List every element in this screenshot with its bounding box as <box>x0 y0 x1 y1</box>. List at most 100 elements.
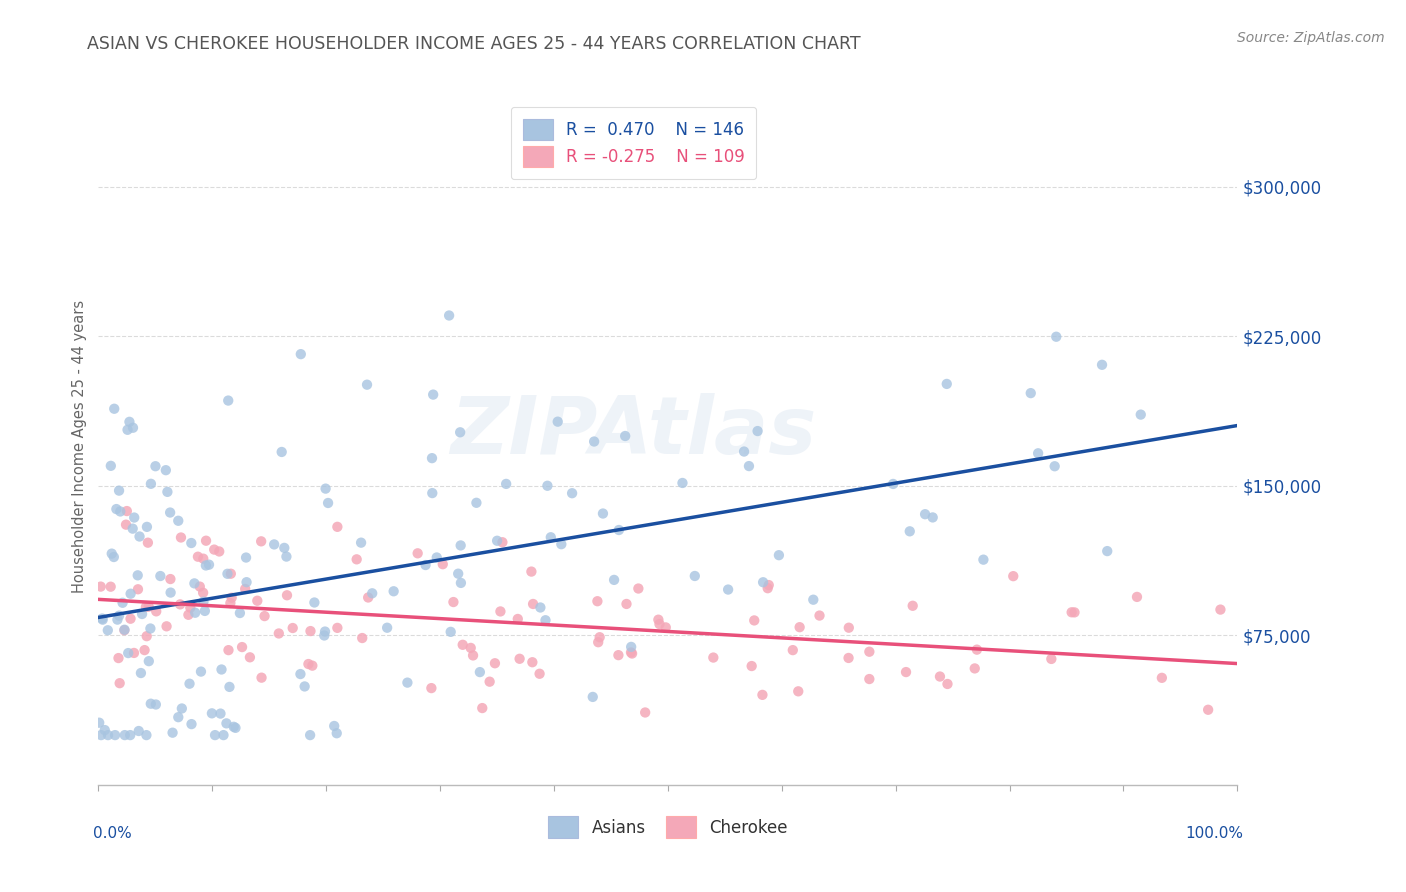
Point <box>491 535 513 549</box>
Point <box>789 620 811 634</box>
Point <box>221 591 243 605</box>
Point <box>104 728 127 742</box>
Point <box>122 646 145 660</box>
Point <box>929 669 952 683</box>
Point <box>316 496 339 510</box>
Point <box>520 565 543 579</box>
Point <box>201 706 224 721</box>
Point <box>304 595 326 609</box>
Point <box>627 582 650 596</box>
Point <box>346 552 368 566</box>
Point <box>702 650 724 665</box>
Point <box>222 720 245 734</box>
Point <box>191 586 214 600</box>
Point <box>586 635 609 649</box>
Point <box>1063 606 1085 620</box>
Point <box>1197 703 1219 717</box>
Point <box>733 444 755 458</box>
Point <box>1060 605 1083 619</box>
Point <box>607 648 630 662</box>
Point <box>97 624 120 638</box>
Y-axis label: Householder Income Ages 25 - 44 years: Householder Income Ages 25 - 44 years <box>72 300 87 592</box>
Point <box>620 645 643 659</box>
Point <box>506 612 529 626</box>
Point <box>128 529 150 543</box>
Point <box>787 684 810 698</box>
Point <box>495 476 517 491</box>
Point <box>187 549 209 564</box>
Point <box>450 575 472 590</box>
Point <box>139 476 162 491</box>
Point <box>91 613 114 627</box>
Point <box>112 624 135 638</box>
Point <box>145 698 167 712</box>
Point <box>193 595 215 609</box>
Point <box>522 655 544 669</box>
Point <box>170 701 193 715</box>
Point <box>350 535 373 549</box>
Point <box>129 666 152 681</box>
Point <box>808 608 831 623</box>
Point <box>450 538 472 552</box>
Point <box>1040 652 1063 666</box>
Point <box>751 688 773 702</box>
Point <box>103 401 125 416</box>
Point <box>582 690 605 704</box>
Point <box>159 585 181 599</box>
Point <box>229 606 252 620</box>
Point <box>195 533 218 548</box>
Point <box>441 595 464 609</box>
Point <box>211 663 233 677</box>
Point <box>534 613 557 627</box>
Point <box>742 614 765 628</box>
Point <box>420 486 443 500</box>
Point <box>838 651 860 665</box>
Point <box>138 599 160 614</box>
Point <box>616 597 638 611</box>
Point <box>901 599 924 613</box>
Point <box>218 643 240 657</box>
Point <box>415 558 437 572</box>
Point <box>235 575 257 590</box>
Point <box>217 393 239 408</box>
Point <box>1129 408 1152 422</box>
Point <box>219 566 242 581</box>
Point <box>299 728 322 742</box>
Point <box>509 652 531 666</box>
Point <box>183 576 205 591</box>
Point <box>202 542 225 557</box>
Point <box>120 612 142 626</box>
Point <box>149 569 172 583</box>
Point <box>193 551 215 566</box>
Point <box>1019 386 1042 401</box>
Point <box>801 592 824 607</box>
Point <box>352 631 374 645</box>
Point <box>117 423 139 437</box>
Point <box>239 650 262 665</box>
Point <box>607 523 630 537</box>
Point <box>486 533 509 548</box>
Point <box>361 586 384 600</box>
Point <box>647 613 669 627</box>
Point <box>170 531 193 545</box>
Point <box>267 626 290 640</box>
Point <box>1097 544 1119 558</box>
Point <box>108 483 131 498</box>
Legend: Asians, Cherokee: Asians, Cherokee <box>541 810 794 845</box>
Point <box>94 723 117 737</box>
Point <box>89 715 111 730</box>
Point <box>935 376 957 391</box>
Point <box>108 608 131 623</box>
Point <box>276 549 298 564</box>
Point <box>406 546 429 560</box>
Point <box>139 697 162 711</box>
Point <box>561 486 583 500</box>
Point <box>233 582 256 596</box>
Point <box>451 638 474 652</box>
Point <box>583 434 606 449</box>
Point <box>105 502 128 516</box>
Point <box>209 706 232 721</box>
Point <box>315 482 337 496</box>
Point <box>117 646 139 660</box>
Point <box>179 676 201 690</box>
